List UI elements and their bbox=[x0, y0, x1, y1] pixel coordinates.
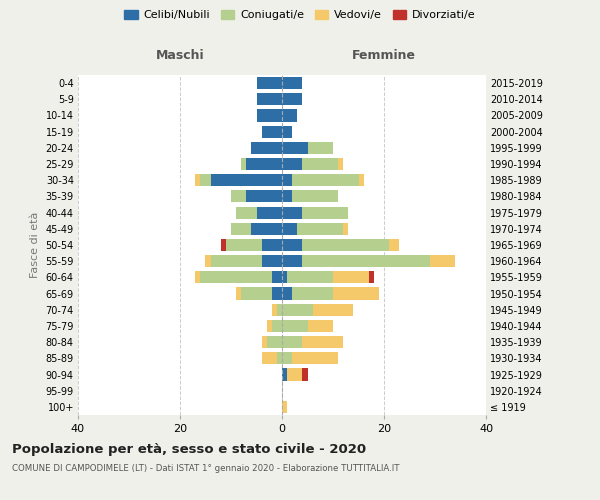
Bar bbox=[211, 255, 262, 268]
Text: Maschi: Maschi bbox=[155, 50, 205, 62]
Bar bbox=[206, 255, 211, 268]
Bar bbox=[226, 239, 262, 251]
Bar bbox=[282, 272, 287, 283]
Bar bbox=[302, 158, 338, 170]
Bar bbox=[231, 222, 251, 235]
Bar bbox=[308, 320, 333, 332]
Bar bbox=[302, 206, 349, 218]
Bar bbox=[308, 142, 333, 154]
Bar bbox=[257, 110, 282, 122]
Bar bbox=[272, 304, 277, 316]
Bar bbox=[241, 158, 247, 170]
Bar bbox=[282, 222, 298, 235]
Bar bbox=[282, 110, 298, 122]
Bar bbox=[282, 336, 302, 348]
Bar bbox=[282, 288, 292, 300]
Bar bbox=[272, 272, 282, 283]
Bar bbox=[430, 255, 455, 268]
Legend: Celibi/Nubili, Coniugati/e, Vedovi/e, Divorziati/e: Celibi/Nubili, Coniugati/e, Vedovi/e, Di… bbox=[120, 6, 480, 25]
Bar bbox=[211, 174, 282, 186]
Bar bbox=[282, 126, 292, 138]
Bar bbox=[247, 190, 282, 202]
Bar bbox=[262, 239, 282, 251]
Bar bbox=[282, 206, 302, 218]
Bar bbox=[200, 272, 272, 283]
Bar bbox=[231, 190, 247, 202]
Bar bbox=[272, 320, 282, 332]
Bar bbox=[282, 304, 313, 316]
Bar bbox=[287, 272, 333, 283]
Bar bbox=[282, 142, 308, 154]
Bar bbox=[287, 368, 302, 380]
Bar bbox=[196, 272, 200, 283]
Bar bbox=[257, 93, 282, 106]
Bar bbox=[333, 288, 379, 300]
Bar bbox=[236, 288, 241, 300]
Bar bbox=[282, 93, 302, 106]
Bar bbox=[236, 206, 257, 218]
Bar bbox=[262, 255, 282, 268]
Bar bbox=[267, 336, 282, 348]
Bar bbox=[282, 174, 292, 186]
Bar bbox=[251, 222, 282, 235]
Bar bbox=[241, 288, 272, 300]
Bar bbox=[302, 336, 343, 348]
Text: Femmine: Femmine bbox=[352, 50, 416, 62]
Bar bbox=[277, 352, 282, 364]
Bar bbox=[272, 288, 282, 300]
Y-axis label: Fasce di età: Fasce di età bbox=[30, 212, 40, 278]
Text: COMUNE DI CAMPODIMELE (LT) - Dati ISTAT 1° gennaio 2020 - Elaborazione TUTTITALI: COMUNE DI CAMPODIMELE (LT) - Dati ISTAT … bbox=[12, 464, 400, 473]
Bar bbox=[313, 304, 353, 316]
Bar bbox=[262, 352, 277, 364]
Bar bbox=[262, 126, 282, 138]
Bar bbox=[282, 320, 308, 332]
Bar bbox=[302, 368, 308, 380]
Bar bbox=[247, 158, 282, 170]
Bar bbox=[302, 255, 430, 268]
Bar bbox=[282, 158, 302, 170]
Bar bbox=[282, 77, 302, 89]
Bar bbox=[302, 239, 389, 251]
Bar bbox=[292, 174, 359, 186]
Bar bbox=[369, 272, 374, 283]
Bar bbox=[277, 304, 282, 316]
Bar bbox=[196, 174, 200, 186]
Bar bbox=[338, 158, 343, 170]
Bar bbox=[262, 336, 267, 348]
Bar bbox=[298, 222, 343, 235]
Bar bbox=[282, 255, 302, 268]
Bar bbox=[333, 272, 369, 283]
Bar bbox=[267, 320, 272, 332]
Bar bbox=[282, 401, 287, 413]
Bar bbox=[221, 239, 226, 251]
Bar bbox=[282, 352, 292, 364]
Bar bbox=[282, 190, 292, 202]
Bar bbox=[359, 174, 364, 186]
Bar bbox=[257, 77, 282, 89]
Bar bbox=[200, 174, 211, 186]
Bar bbox=[343, 222, 349, 235]
Bar bbox=[282, 368, 287, 380]
Bar bbox=[292, 352, 338, 364]
Bar bbox=[282, 239, 302, 251]
Text: Popolazione per età, sesso e stato civile - 2020: Popolazione per età, sesso e stato civil… bbox=[12, 442, 366, 456]
Bar bbox=[292, 190, 338, 202]
Bar bbox=[292, 288, 333, 300]
Bar bbox=[257, 206, 282, 218]
Bar bbox=[251, 142, 282, 154]
Bar bbox=[389, 239, 400, 251]
